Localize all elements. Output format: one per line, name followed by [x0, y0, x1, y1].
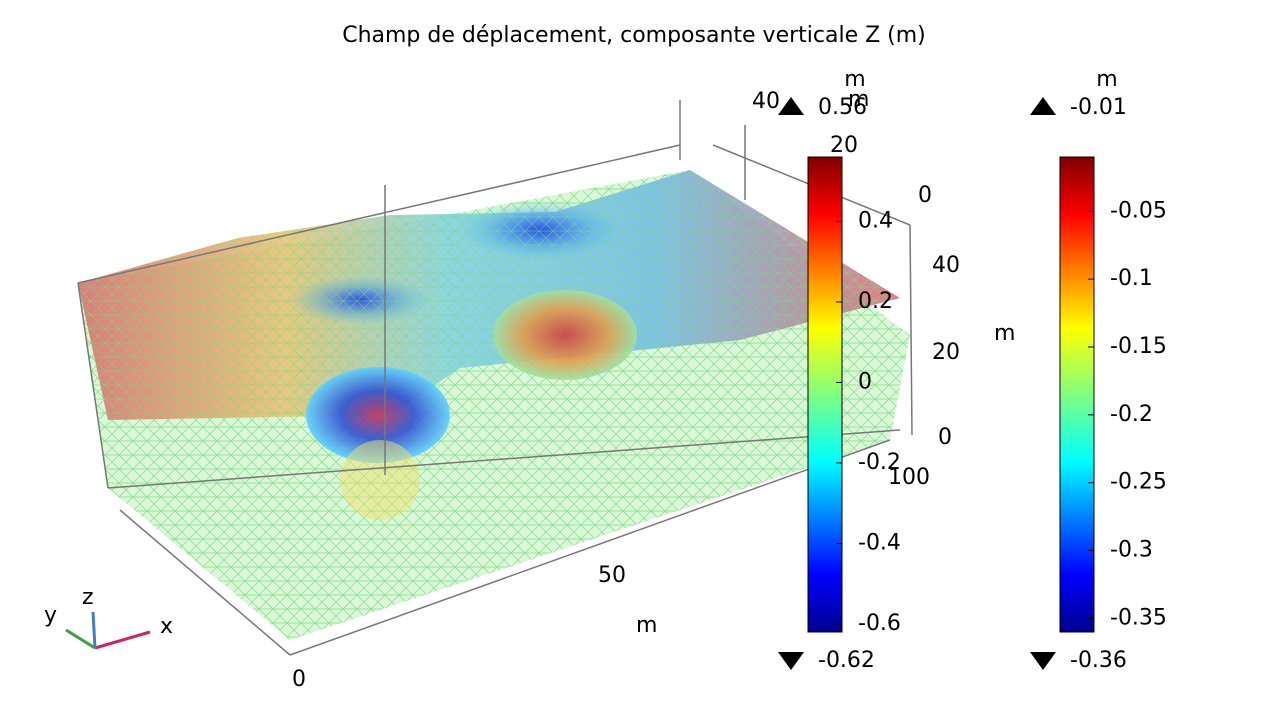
axis-label: 40: [752, 89, 780, 114]
axis-label: 40: [932, 253, 960, 278]
title: Champ de déplacement, composante vertica…: [342, 23, 926, 48]
axis-label: 0: [918, 183, 932, 208]
colorbar-tick-label: -0.25: [1110, 470, 1167, 495]
min-marker: [1030, 652, 1056, 670]
axis-label: m: [994, 321, 1015, 346]
axis-label: 50: [598, 563, 626, 588]
colorbar-tick-label: -0.15: [1110, 334, 1167, 359]
colorbar-max: 0.56: [818, 95, 867, 120]
scene-3d: [77, 100, 913, 656]
axis-label: m: [636, 613, 657, 638]
triad-label: z: [82, 585, 94, 610]
axis-label: m: [848, 87, 869, 112]
triad-label: x: [160, 614, 173, 639]
axis-label: 20: [830, 133, 858, 158]
colorbar-tick-label: -0.3: [1110, 538, 1153, 563]
colorbar-min: -0.36: [1070, 648, 1127, 673]
colorbar-tick-label: -0.6: [858, 611, 901, 636]
colorbar-tick-label: -0.05: [1110, 198, 1167, 223]
min-marker: [778, 652, 804, 670]
max-marker: [778, 97, 804, 115]
axis-labels-3d: 40 m 20 0 40 m 20 0 100 50 m 0: [292, 87, 1015, 692]
colorbar-tick-label: -0.35: [1110, 605, 1167, 630]
max-marker: [1030, 97, 1056, 115]
colorbar-tick-label: -0.4: [858, 530, 901, 555]
colorbar: [807, 156, 843, 633]
colorbar-max: -0.01: [1070, 95, 1127, 120]
colorbar-tick-label: -0.2: [1110, 402, 1153, 427]
axis-label: 0: [938, 425, 952, 450]
colorbar: [1059, 156, 1095, 633]
axis-label: 0: [292, 667, 306, 692]
colorbar-tick-label: 0: [858, 369, 872, 394]
colorbar-tick-label: 0.4: [858, 208, 893, 233]
colorbar-tick-label: 0.2: [858, 289, 893, 314]
axis-label: 100: [888, 465, 930, 490]
colorbar-unit: m: [1096, 67, 1117, 92]
axis-label: 20: [932, 340, 960, 365]
colorbar-unit: m: [844, 67, 865, 92]
triad: x y z: [44, 585, 173, 650]
colorbar-tick-label: -0.1: [1110, 266, 1153, 291]
colorbar-tick-label: -0.2: [858, 450, 901, 475]
triad-label: y: [44, 603, 57, 628]
colorbar-min: -0.62: [818, 648, 875, 673]
